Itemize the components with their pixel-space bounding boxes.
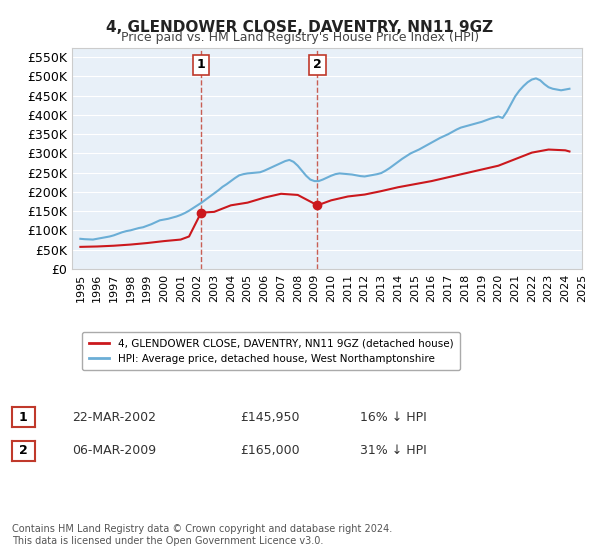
Legend: 4, GLENDOWER CLOSE, DAVENTRY, NN11 9GZ (detached house), HPI: Average price, det: 4, GLENDOWER CLOSE, DAVENTRY, NN11 9GZ (… bbox=[82, 332, 460, 370]
Text: 4, GLENDOWER CLOSE, DAVENTRY, NN11 9GZ: 4, GLENDOWER CLOSE, DAVENTRY, NN11 9GZ bbox=[106, 20, 494, 35]
Text: 1: 1 bbox=[197, 58, 205, 72]
Text: 2: 2 bbox=[19, 444, 28, 458]
Text: 06-MAR-2009: 06-MAR-2009 bbox=[72, 444, 156, 458]
Text: Contains HM Land Registry data © Crown copyright and database right 2024.
This d: Contains HM Land Registry data © Crown c… bbox=[12, 524, 392, 546]
Text: 16% ↓ HPI: 16% ↓ HPI bbox=[360, 410, 427, 424]
Text: 2: 2 bbox=[313, 58, 322, 72]
Text: Price paid vs. HM Land Registry's House Price Index (HPI): Price paid vs. HM Land Registry's House … bbox=[121, 31, 479, 44]
Text: 22-MAR-2002: 22-MAR-2002 bbox=[72, 410, 156, 424]
Text: £165,000: £165,000 bbox=[240, 444, 299, 458]
Text: £145,950: £145,950 bbox=[240, 410, 299, 424]
Text: 1: 1 bbox=[19, 410, 28, 424]
Text: 31% ↓ HPI: 31% ↓ HPI bbox=[360, 444, 427, 458]
